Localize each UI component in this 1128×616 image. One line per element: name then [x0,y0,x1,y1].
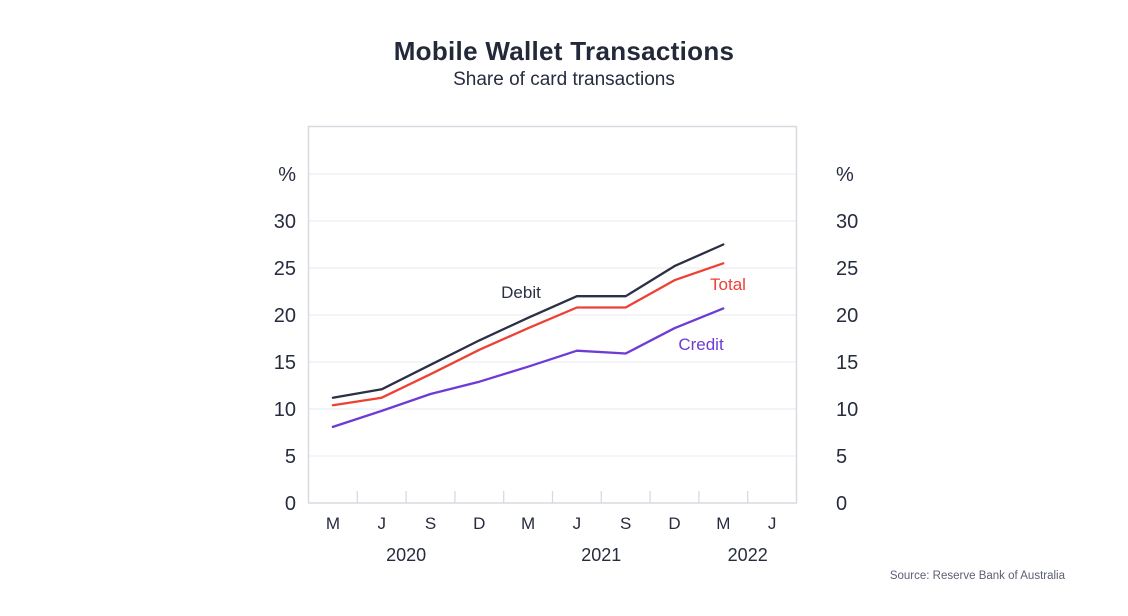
y-axis-label-left-30: 30 [274,211,296,233]
x-axis-month-label: D [668,514,680,533]
y-axis-label-right-10: 10 [836,399,858,421]
series-label-credit: Credit [678,335,724,354]
y-axis-label-right-20: 20 [836,305,858,327]
series-label-debit: Debit [501,283,541,302]
y-axis-label-right-25: 25 [836,258,858,280]
y-axis-label-left-10: 10 [274,399,296,421]
x-axis-month-label: J [377,514,386,533]
x-axis-month-label: S [425,514,436,533]
y-axis-label-right-5: 5 [836,446,847,468]
y-axis-label-left-5: 5 [285,446,296,468]
y-axis-label-right-%: % [836,164,854,186]
y-axis-label-left-15: 15 [274,352,296,374]
x-axis-month-label: M [521,514,535,533]
source-text: Source: Reserve Bank of Australia [889,570,1065,582]
y-axis-label-right-15: 15 [836,352,858,374]
x-axis-year-label-2021: 2021 [581,545,621,565]
y-axis-label-left-20: 20 [274,305,296,327]
x-axis-year-label-2020: 2020 [386,545,426,565]
x-axis-month-label: M [326,514,340,533]
y-axis-label-right-0: 0 [836,493,847,515]
chart-subtitle: Share of card transactions [453,69,675,90]
series-line-total [331,262,725,407]
y-axis-label-left-0: 0 [285,493,296,515]
series-line-credit [331,307,725,429]
y-axis-label-left-%: % [278,164,296,186]
x-axis-year-label-2022: 2022 [728,545,768,565]
x-axis-month-label: D [473,514,485,533]
series-label-total: Total [710,275,746,294]
y-axis-label-right-30: 30 [836,211,858,233]
x-axis-month-label: J [768,514,777,533]
x-axis-month-label: J [573,514,582,533]
x-axis-month-label: M [716,514,730,533]
page-title: Mobile Wallet Transactions [393,36,735,66]
x-axis-month-label: S [620,514,631,533]
y-axis-label-left-25: 25 [274,258,296,280]
series-line-debit [331,243,725,399]
